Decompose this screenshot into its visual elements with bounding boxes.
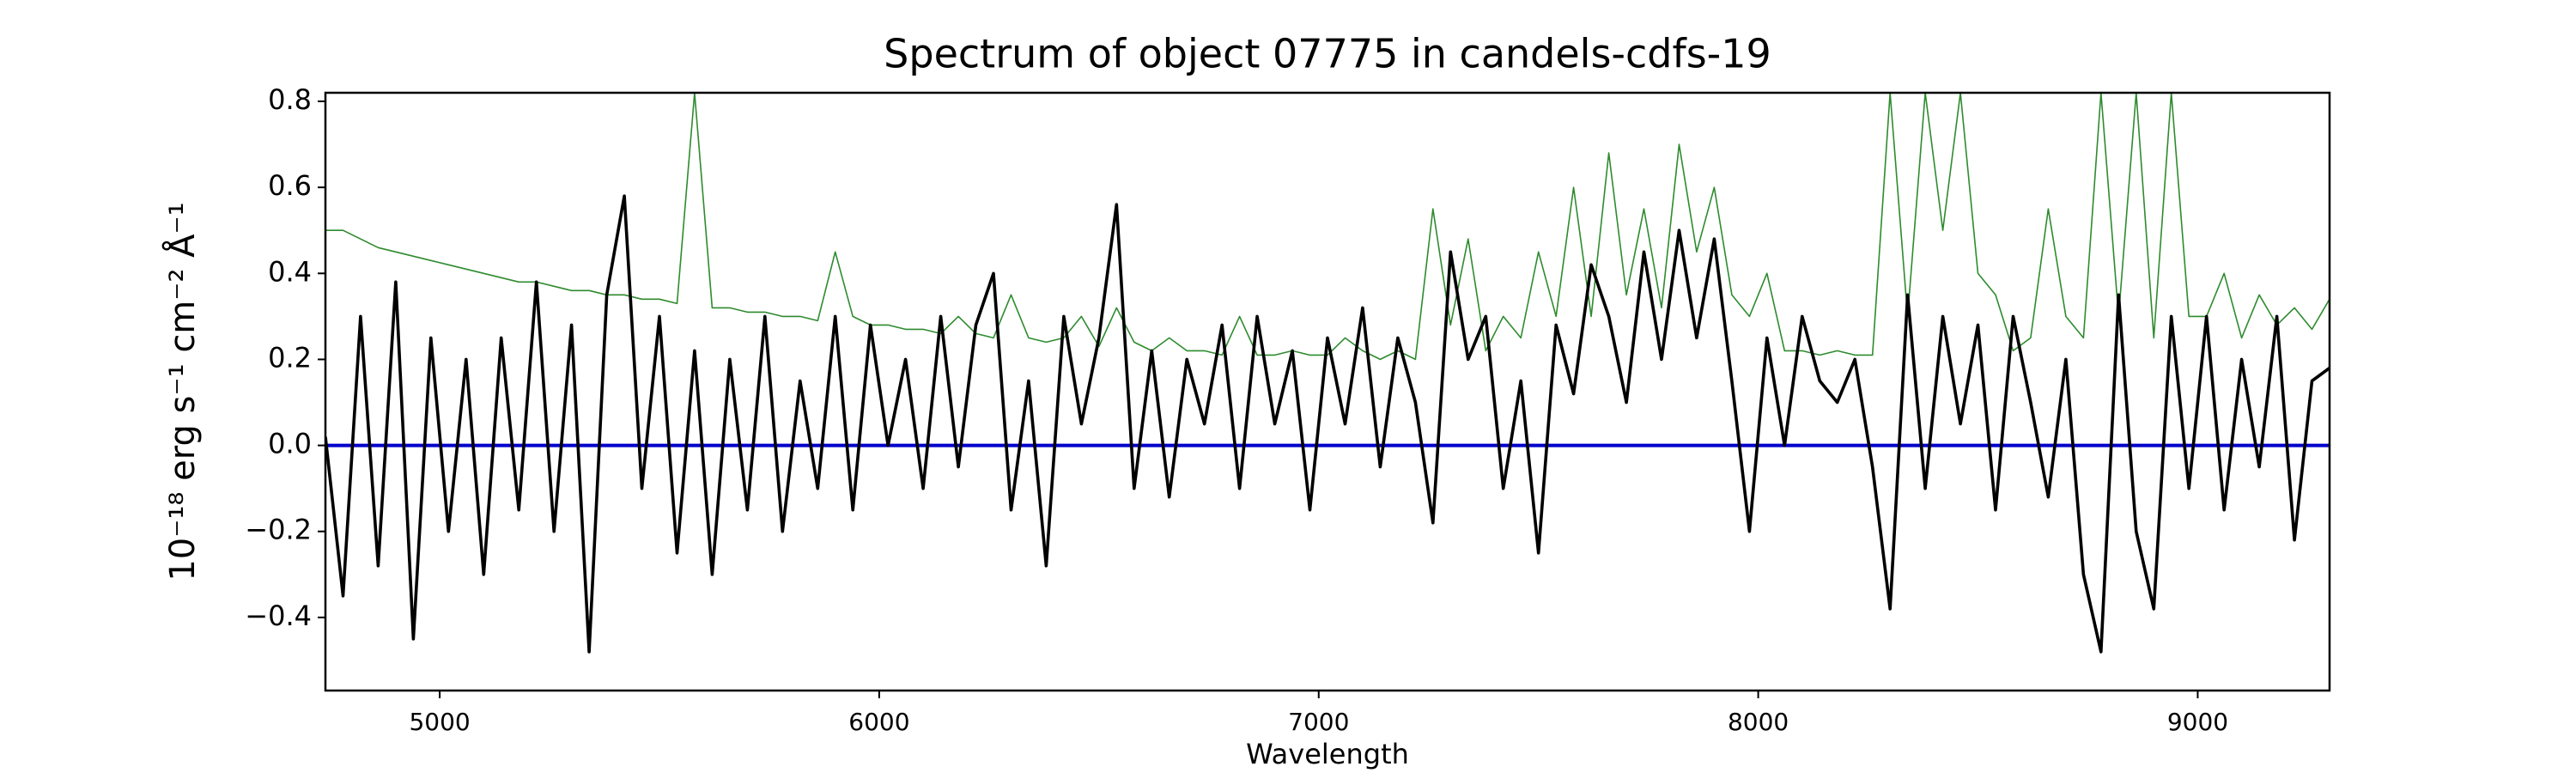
spectrum-line — [325, 194, 2330, 654]
x-tick-label: 6000 — [848, 708, 909, 736]
x-tick-label: 8000 — [1728, 708, 1789, 736]
y-tick-label: 0.4 — [268, 255, 312, 288]
y-axis-label: 10⁻¹⁸ erg s⁻¹ cm⁻² Å⁻¹ — [161, 202, 203, 581]
y-tick-label: −0.4 — [245, 600, 312, 632]
y-tick-label: −0.2 — [245, 514, 312, 546]
y-tick-label: 0.0 — [268, 428, 312, 460]
x-axis-label: Wavelength — [1246, 738, 1409, 770]
x-tick-label: 7000 — [1288, 708, 1349, 736]
spectrum-line — [325, 93, 2330, 361]
plot-frame — [324, 91, 2331, 692]
plot-lines — [325, 93, 2330, 654]
chart-title: Spectrum of object 07775 in candels-cdfs… — [884, 31, 1771, 77]
y-tick-label: 0.2 — [268, 341, 312, 374]
y-tick-label: 0.6 — [268, 169, 312, 202]
x-tick-label: 9000 — [2167, 708, 2228, 736]
y-tick-label: 0.8 — [268, 83, 312, 116]
x-tick-label: 5000 — [409, 708, 470, 736]
